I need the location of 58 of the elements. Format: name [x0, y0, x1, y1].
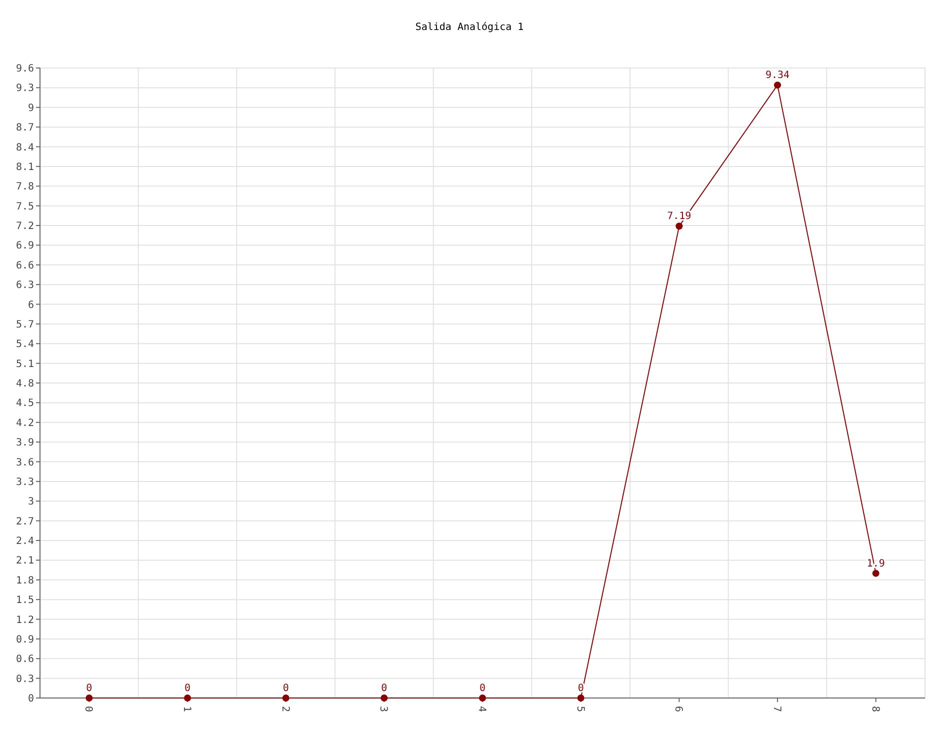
y-tick-label: 8.7 [16, 122, 34, 134]
y-tick-label: 0 [28, 694, 34, 704]
x-tick-label: 2 [279, 706, 290, 712]
y-tick-label: 3.3 [16, 476, 34, 488]
point [184, 694, 191, 702]
point [479, 694, 486, 702]
y-tick-label: 9.3 [16, 83, 34, 94]
y-tick-label: 6 [28, 300, 34, 311]
y-tick-label: 0.3 [16, 674, 34, 685]
point [774, 82, 781, 89]
y-tick-label: 2.7 [16, 516, 34, 528]
y-tick-label: 2.4 [16, 536, 34, 547]
y-tick-label: 1.2 [16, 614, 34, 626]
y-tick-label: 2.1 [16, 556, 34, 567]
y-tick-label: 9.6 [16, 64, 34, 74]
y-tick-label: 1.8 [16, 575, 34, 586]
y-tick-label: 5.1 [16, 358, 34, 370]
y-tick-label: 6.3 [16, 280, 34, 292]
y-tick-label: 1.5 [16, 595, 34, 606]
point [282, 694, 290, 702]
y-tick-label: 0.6 [16, 654, 34, 666]
x-tick-label: 3 [378, 706, 389, 712]
y-tick-label: 3 [28, 496, 34, 508]
x-tick-label: 4 [476, 706, 487, 712]
y-tick-label: 7.2 [16, 221, 34, 232]
y-tick-label: 5.7 [16, 319, 34, 330]
y-tick-label: 8.1 [16, 162, 34, 173]
y-tick-label: 3.9 [16, 438, 34, 449]
y-tick-label: 6.9 [16, 240, 34, 252]
x-tick-label: 8 [869, 706, 880, 712]
y-tick-label: 6.6 [16, 260, 34, 272]
y-tick-label: 4.5 [16, 398, 34, 410]
x-tick-label: 5 [574, 706, 586, 712]
y-tick-label: 0.9 [16, 634, 34, 646]
point [872, 570, 880, 577]
x-tick-label: 0 [82, 706, 94, 712]
y-tick-label: 4.2 [16, 418, 34, 429]
y-tick-label: 7.8 [16, 182, 34, 193]
x-tick-label: 1 [181, 706, 192, 712]
point [86, 694, 93, 702]
x-tick-label: 7 [771, 706, 782, 712]
y-tick-label: 9 [28, 102, 34, 114]
data-label: 0 [86, 683, 92, 694]
y-tick-label: 5.4 [16, 339, 34, 350]
y-tick-label: 8.4 [16, 142, 34, 154]
data-label: 0 [282, 683, 289, 694]
y-tick-label: 4.8 [16, 378, 34, 390]
data-label: 0 [479, 683, 486, 694]
y-tick-label: 3.6 [16, 457, 34, 468]
point [577, 694, 584, 702]
chart-title: Salida Analógica 1 [415, 22, 524, 33]
point [676, 222, 683, 230]
data-label: 0 [381, 683, 388, 694]
data-label: 9.34 [765, 70, 790, 82]
data-label: 0 [184, 683, 191, 694]
x-tick-label: 6 [672, 706, 684, 712]
y-tick-label: 7.5 [16, 201, 34, 212]
point [380, 694, 388, 702]
